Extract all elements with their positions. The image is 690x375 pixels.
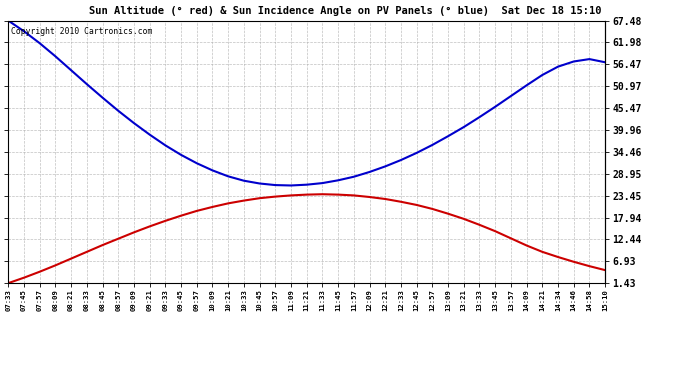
Text: Copyright 2010 Cartronics.com: Copyright 2010 Cartronics.com — [11, 27, 152, 36]
Text: Sun Altitude (° red) & Sun Incidence Angle on PV Panels (° blue)  Sat Dec 18 15:: Sun Altitude (° red) & Sun Incidence Ang… — [89, 6, 601, 16]
